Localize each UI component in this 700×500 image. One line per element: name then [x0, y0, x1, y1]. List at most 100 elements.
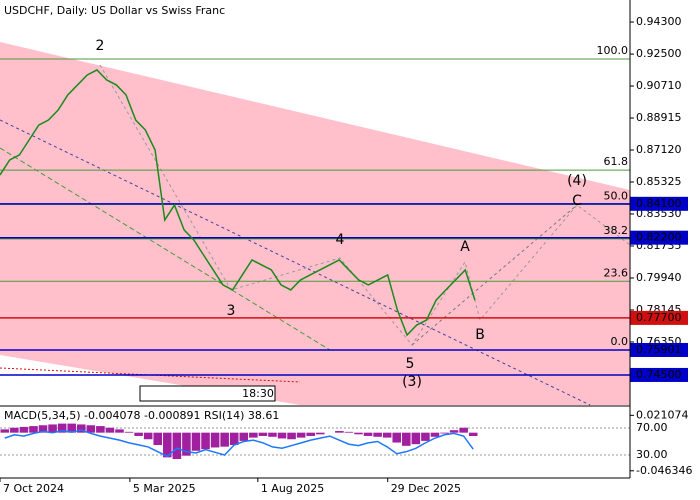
wave-label: 3: [227, 303, 236, 319]
macd-bar: [335, 431, 344, 433]
indicator-title: MACD(5,34,5) -0.004078 -0.000891 RSI(14)…: [4, 409, 279, 422]
macd-bar: [105, 427, 115, 433]
macd-bar: [115, 429, 124, 433]
fib-label: 100.0: [597, 44, 629, 57]
macd-bar: [421, 432, 430, 441]
level-box: [630, 342, 688, 357]
macd-bar: [239, 432, 249, 441]
macd-bar: [277, 432, 287, 439]
macd-bar: [229, 432, 239, 446]
price-line: [0, 69, 476, 337]
macd-bar: [296, 432, 306, 438]
level-box: [630, 230, 688, 245]
macd-bar: [38, 425, 48, 433]
macd-bar: [268, 432, 277, 437]
wave-label: (3): [402, 374, 422, 390]
y-tick-label: -0.046346: [636, 464, 692, 477]
wave-label: 2: [96, 38, 105, 54]
y-tick-label: 0.79940: [636, 271, 682, 284]
wave-label: 4: [336, 232, 345, 248]
y-tick-label: 0.92500: [636, 47, 682, 60]
time-box: [139, 385, 276, 402]
level-box: [630, 196, 688, 211]
wave-label: 5: [406, 356, 415, 372]
macd-bar: [449, 430, 459, 433]
y2-tick-label: 70.00: [636, 421, 668, 434]
level-box: [630, 310, 688, 325]
macd-bar: [134, 432, 143, 436]
fib-label: 50.0: [604, 189, 629, 202]
x-tick-label: 1 Aug 2025: [261, 482, 324, 495]
channel: [0, 42, 630, 405]
y-tick-label: 0.87120: [636, 143, 682, 156]
macd-bar: [182, 432, 191, 456]
macd-bar: [67, 423, 76, 433]
wave-label: B: [475, 327, 485, 343]
y-tick-label: 0.021074: [636, 408, 689, 421]
macd-bar: [220, 432, 229, 447]
macd-bar: [373, 432, 382, 437]
macd-bar: [19, 426, 29, 433]
level-label: 0.82200: [636, 231, 682, 244]
y-tick-label: 0.88915: [636, 111, 682, 124]
wave-label: A: [460, 239, 470, 255]
macd-bar: [163, 432, 172, 458]
time-label: 18:30: [242, 387, 274, 400]
macd-bar: [382, 432, 392, 438]
macd-bar: [468, 432, 478, 437]
level-label: 0.74500: [636, 368, 682, 381]
macd-bar: [201, 432, 210, 450]
macd-bar: [153, 432, 163, 446]
macd-bar: [306, 432, 315, 436]
x-tick-label: 7 Oct 2024: [3, 482, 64, 495]
fib-label: 0.0: [611, 335, 629, 348]
macd-bar: [210, 432, 220, 448]
trend-line: [0, 147, 331, 351]
y-tick-label: 0.94300: [636, 15, 682, 28]
macd-bar: [172, 432, 182, 459]
fib-label: 23.6: [604, 266, 629, 279]
macd-bar: [249, 432, 258, 438]
macd-bar: [430, 432, 440, 437]
y-tick-label: 0.85325: [636, 175, 682, 188]
macd-bar: [48, 424, 57, 433]
macd-bar: [86, 425, 96, 433]
x-tick-label: 5 Mar 2025: [133, 482, 196, 495]
rsi-line: [4, 429, 474, 458]
fib-label: 38.2: [604, 224, 629, 237]
macd-bar: [10, 427, 19, 433]
level-label: 0.75901: [636, 343, 682, 356]
macd-bar: [29, 426, 38, 433]
macd-bar: [392, 432, 402, 443]
macd-bar: [96, 426, 105, 433]
channel-line: [411, 204, 578, 346]
chart-title: USDCHF, Daily: US Dollar vs Swiss Franc: [4, 4, 225, 17]
wave-path: [99, 64, 631, 346]
macd-bar: [344, 431, 354, 433]
macd-bar: [354, 432, 363, 435]
macd-bar: [363, 432, 373, 436]
x-tick-label: 29 Dec 2025: [391, 482, 461, 495]
macd-bar: [143, 432, 153, 440]
trend-line: [0, 119, 591, 406]
level-label: 0.84100: [636, 197, 682, 210]
fib-label: 61.8: [604, 155, 629, 168]
level-box: [630, 367, 688, 382]
macd-bar: [191, 432, 201, 451]
macd-bar: [258, 432, 268, 436]
macd-bar: [287, 432, 296, 440]
wave-label: (4): [567, 173, 587, 189]
level-label: 0.77700: [636, 311, 682, 324]
macd-bar: [315, 432, 325, 435]
macd-bar: [57, 423, 67, 433]
macd-bar: [459, 427, 468, 433]
macd-bar: [0, 429, 10, 433]
macd-bar: [76, 424, 86, 433]
macd-bar: [124, 431, 134, 433]
macd-bar: [440, 432, 449, 434]
macd-bar: [402, 432, 411, 446]
wave-label: C: [572, 193, 582, 209]
macd-bar: [411, 432, 421, 445]
y-tick-label: 0.90710: [636, 79, 682, 92]
